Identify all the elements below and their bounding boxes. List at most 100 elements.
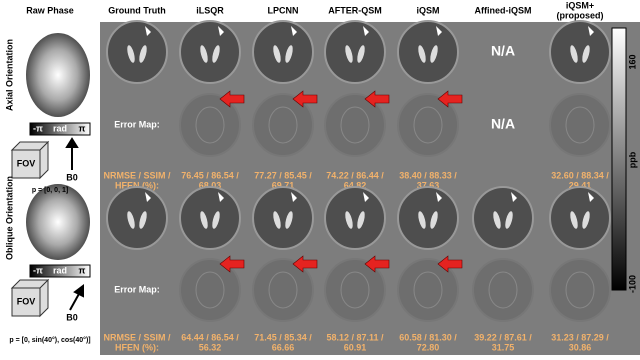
vessel [218, 26, 224, 36]
structure [195, 106, 225, 144]
metric-value: 64.82 [344, 180, 367, 190]
structure [268, 271, 298, 309]
b0-label: B0 [66, 172, 78, 182]
structure [413, 106, 443, 144]
red-arrow [364, 255, 390, 273]
qsm-image [397, 186, 459, 250]
structure [285, 45, 293, 63]
column-header: iQSM+ [566, 0, 594, 10]
fov-label: FOV [17, 296, 36, 306]
error-map [179, 93, 241, 157]
vector-label: p = [0, 0, 1] [32, 187, 68, 194]
b0-label: B0 [66, 312, 78, 322]
structure [273, 211, 281, 229]
colorbar-min: -100 [627, 275, 637, 293]
structure [565, 106, 595, 144]
column-header: iLSQR [196, 5, 224, 15]
qsm-image [252, 20, 314, 84]
metric-value: 31.75 [492, 342, 515, 352]
metric-value: 32.60 / 88.34 / [551, 170, 609, 180]
structure [357, 45, 365, 63]
structure [430, 45, 438, 63]
fov-label: FOV [17, 158, 36, 168]
metric-value: 76.45 / 86.54 / [181, 170, 239, 180]
metric-value: 58.12 / 87.11 / [326, 332, 384, 342]
qsm-image [179, 20, 241, 84]
structure [345, 211, 353, 229]
vessel [363, 26, 369, 36]
metric-value: 37.63 [417, 180, 440, 190]
metric-value: 60.58 / 81.30 / [399, 332, 457, 342]
colorbar-max: 160 [627, 54, 637, 69]
metric-label: NRMSE / SSIM / [103, 170, 171, 180]
error-map [252, 258, 314, 322]
qsm-image [549, 20, 611, 84]
brain [324, 20, 386, 84]
metric-label: HFEN (%): [115, 342, 159, 352]
metric-value: 29.41 [569, 180, 592, 190]
na-label: N/A [491, 116, 515, 132]
metric-value: 71.45 / 85.34 / [254, 332, 312, 342]
column-header: Ground Truth [108, 5, 166, 15]
red-arrow [219, 90, 245, 108]
qsm-image [179, 186, 241, 250]
metric-value: 74.22 / 86.44 / [326, 170, 384, 180]
metric-value: 60.91 [344, 342, 367, 352]
structure [200, 45, 208, 63]
brain [397, 186, 459, 250]
phase-scale-label: rad [53, 265, 67, 275]
vessel [436, 26, 442, 36]
metric-value: 30.86 [569, 342, 592, 352]
structure [127, 211, 135, 229]
error-map-label: Error Map: [114, 284, 160, 294]
structure [273, 45, 281, 63]
metric-value: 38.40 / 88.33 / [399, 170, 457, 180]
metric-value: 68.03 [199, 180, 222, 190]
structure [212, 45, 220, 63]
phase-scale-label: -π [33, 265, 43, 275]
qsm-image [472, 186, 534, 250]
brain [324, 186, 386, 250]
vessel [511, 192, 517, 202]
qsm-image [324, 20, 386, 84]
brain [549, 258, 611, 322]
brain [106, 20, 168, 84]
red-arrow [437, 90, 463, 108]
structure [268, 106, 298, 144]
error-map [397, 93, 459, 157]
phase-scale [29, 122, 91, 136]
brain [106, 186, 168, 250]
column-header: LPCNN [268, 5, 299, 15]
qsm-image [252, 186, 314, 250]
structure [340, 271, 370, 309]
brain [179, 93, 241, 157]
colorbar [611, 27, 627, 291]
structure [200, 211, 208, 229]
structure [139, 45, 147, 63]
red-arrow [219, 255, 245, 273]
brain [324, 93, 386, 157]
red-arrow [292, 255, 318, 273]
structure [565, 271, 595, 309]
vessel [588, 26, 594, 36]
structure [418, 45, 426, 63]
structure [340, 106, 370, 144]
metric-value: 72.80 [417, 342, 440, 352]
vessel [145, 192, 151, 202]
structure [430, 211, 438, 229]
vessel [363, 192, 369, 202]
colorbar-unit: ppb [627, 151, 637, 168]
brain [549, 93, 611, 157]
red-arrow [292, 90, 318, 108]
metric-label: HFEN (%): [115, 180, 159, 190]
phase-scale-label: π [79, 123, 86, 133]
phase-scale [29, 264, 91, 278]
raw-phase-image [26, 184, 90, 260]
metric-value: 31.23 / 87.29 / [551, 332, 609, 342]
structure [139, 211, 147, 229]
qsm-image [106, 186, 168, 250]
brain [252, 258, 314, 322]
error-map-label: Error Map: [114, 119, 160, 129]
brain [179, 186, 241, 250]
